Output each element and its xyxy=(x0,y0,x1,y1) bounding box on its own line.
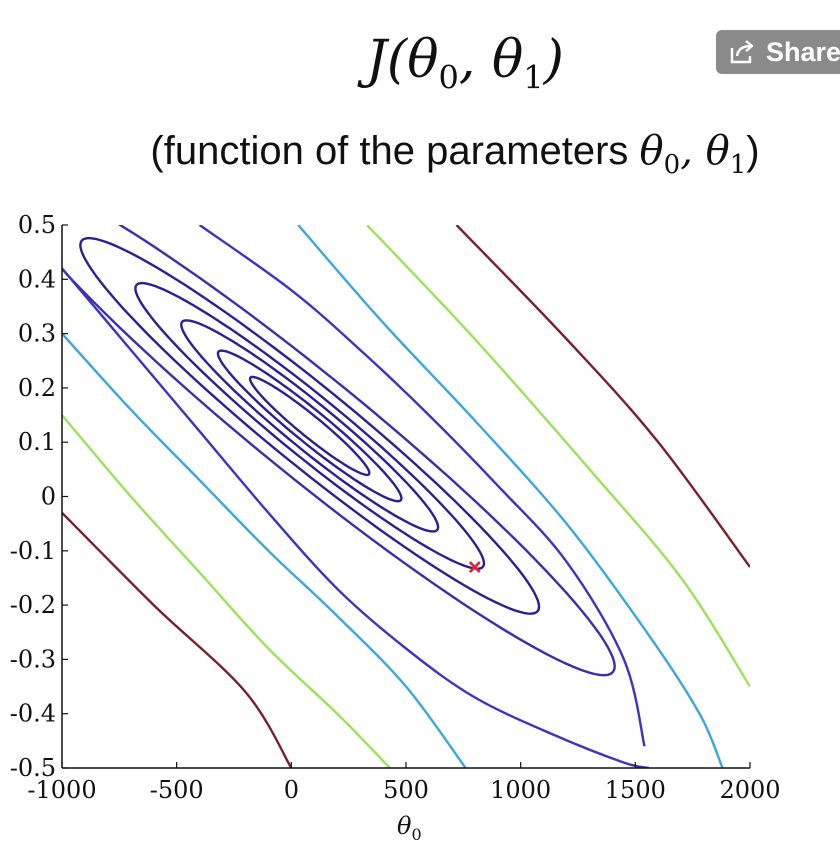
contour-line-2 xyxy=(198,225,646,747)
x-tick-label: 2000 xyxy=(719,776,780,804)
share-icon xyxy=(730,40,754,64)
contour-line-3 xyxy=(62,332,467,768)
share-button[interactable]: Share xyxy=(716,30,840,74)
x-tick-label: -1000 xyxy=(27,776,96,804)
x-tick-label: -500 xyxy=(150,776,204,804)
x-tick-label: 500 xyxy=(383,776,429,804)
y-tick-label: 0.4 xyxy=(18,265,56,293)
contour-ellipse-3 xyxy=(180,319,440,533)
y-tick-label: -0.1 xyxy=(10,537,56,565)
contour-ellipse-2 xyxy=(216,349,403,503)
current-point-marker xyxy=(468,561,481,574)
y-tick-label: -0.5 xyxy=(10,754,56,782)
contour-ellipse-5 xyxy=(79,236,541,615)
y-tick-label: 0.1 xyxy=(18,428,56,456)
contour-line-1 xyxy=(62,267,650,768)
chart-title: J(θ0, θ1) xyxy=(366,30,564,97)
share-button-label: Share xyxy=(766,36,840,67)
contour-ellipse-1 xyxy=(248,375,371,477)
y-tick-label: 0.2 xyxy=(18,374,56,402)
contour-line-7 xyxy=(62,511,293,768)
y-tick-label: -0.4 xyxy=(10,700,56,728)
x-axis-label: θ0 xyxy=(397,812,422,844)
x-tick-label: 1500 xyxy=(605,776,666,804)
contour-ellipse-6 xyxy=(62,225,616,677)
y-tick-label: 0 xyxy=(41,483,56,511)
y-tick-label: -0.3 xyxy=(10,645,56,673)
chart-subtitle: (function of the parameters θ0, θ1) xyxy=(150,128,760,180)
x-tick-label: 0 xyxy=(284,776,299,804)
contour-line-4 xyxy=(297,225,724,768)
x-tick-label: 1000 xyxy=(490,776,551,804)
y-tick-label: 0.3 xyxy=(18,320,56,348)
contour-line-8 xyxy=(455,225,750,568)
contour-line-5 xyxy=(62,414,391,768)
contour-line-6 xyxy=(366,225,750,688)
contour-ellipse-4 xyxy=(134,281,486,570)
y-tick-label: -0.2 xyxy=(10,591,56,619)
y-tick-label: 0.5 xyxy=(18,211,56,239)
